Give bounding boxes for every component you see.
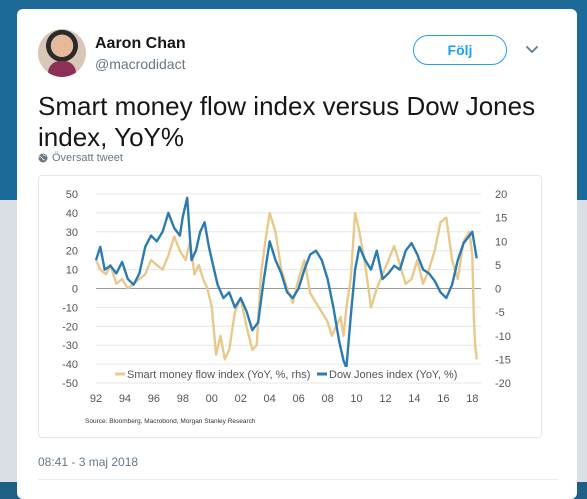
x-tick-label: 04 — [264, 393, 276, 405]
right-tick-label: 15 — [495, 213, 507, 225]
x-axis-ticks: 92 94 96 98 00 02 04 06 08 10 12 14 16 18 — [90, 393, 479, 405]
right-tick-label: -10 — [495, 331, 511, 343]
left-tick-label: -40 — [62, 359, 78, 371]
tweet-timestamp[interactable]: 08:41 - 3 maj 2018 — [38, 455, 139, 469]
left-tick-label: 50 — [66, 189, 78, 201]
right-tick-label: 10 — [495, 236, 507, 248]
x-tick-label: 12 — [379, 393, 391, 405]
right-tick-label: 5 — [495, 260, 501, 272]
left-tick-label: 30 — [66, 227, 78, 239]
x-tick-label: 16 — [437, 393, 449, 405]
chart-legend: Smart money flow index (YoY, %, rhs) Dow … — [113, 367, 475, 381]
legend-label-0: Smart money flow index (YoY, %, rhs) — [127, 369, 310, 381]
x-tick-label: 94 — [119, 393, 131, 405]
right-axis-ticks: 20 15 10 5 0 -5 -10 -15 -20 — [495, 189, 511, 390]
left-tick-label: -10 — [62, 302, 78, 314]
x-tick-label: 14 — [408, 393, 420, 405]
tweet-text: Smart money flow index versus Dow Jones … — [38, 91, 536, 152]
footer-divider — [38, 479, 558, 480]
tweet-media-chart[interactable]: 50 40 30 20 10 0 -10 -20 -30 -40 -50 20 15 10 5 0 -5 -10… — [38, 175, 542, 438]
chevron-down-icon[interactable] — [523, 41, 541, 59]
author-handle[interactable]: @macrodidact — [95, 56, 186, 72]
avatar[interactable] — [38, 29, 86, 77]
tweet-card: Aaron Chan @macrodidact Följ Smart money… — [17, 9, 577, 499]
translated-label-text: Översatt tweet — [52, 152, 123, 164]
author-name[interactable]: Aaron Chan — [95, 35, 186, 52]
chart-lines — [94, 196, 478, 370]
chart-source-note: Source: Bloomberg, Macrobond, Morgan Sta… — [85, 418, 256, 425]
left-tick-label: -50 — [62, 378, 78, 390]
x-tick-label: 96 — [148, 393, 160, 405]
left-tick-label: 40 — [66, 208, 78, 220]
left-tick-label: -20 — [62, 321, 78, 333]
right-tick-label: -5 — [495, 307, 505, 319]
right-tick-label: 0 — [495, 284, 501, 296]
x-tick-label: 92 — [90, 393, 102, 405]
x-tick-label: 08 — [321, 393, 333, 405]
x-tick-label: 00 — [206, 393, 218, 405]
left-tick-label: 10 — [66, 265, 78, 277]
left-tick-label: -30 — [62, 340, 78, 352]
series-line-1 — [94, 196, 478, 370]
globe-icon — [38, 153, 48, 163]
x-tick-label: 18 — [466, 393, 478, 405]
x-tick-label: 10 — [350, 393, 362, 405]
left-tick-label: 0 — [72, 284, 78, 296]
left-tick-label: 20 — [66, 246, 78, 258]
follow-button[interactable]: Följ — [413, 35, 507, 65]
legend-label-1: Dow Jones index (YoY, %) — [329, 369, 457, 381]
right-tick-label: -15 — [495, 354, 511, 366]
right-tick-label: 20 — [495, 189, 507, 201]
chart-grid — [96, 193, 481, 384]
right-tick-label: -20 — [495, 378, 511, 390]
legend-background — [113, 367, 475, 381]
left-axis-ticks: 50 40 30 20 10 0 -10 -20 -30 -40 -50 — [62, 189, 78, 390]
x-tick-label: 98 — [177, 393, 189, 405]
x-tick-label: 02 — [235, 393, 247, 405]
translated-tweet-label[interactable]: Översatt tweet — [38, 152, 123, 164]
x-tick-label: 06 — [293, 393, 305, 405]
